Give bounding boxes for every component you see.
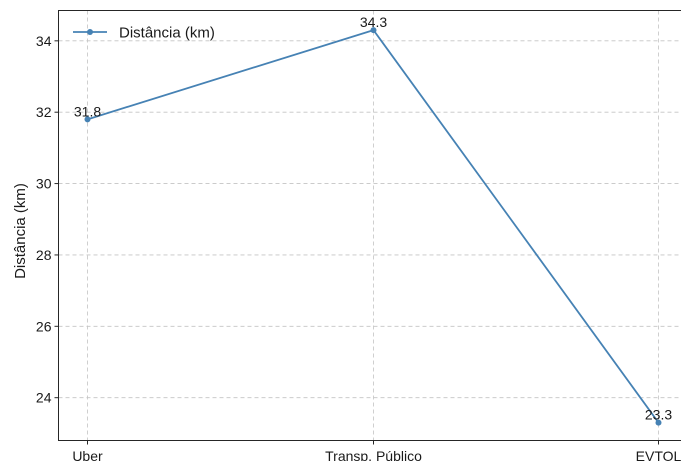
legend-label: Distância (km) bbox=[119, 25, 215, 42]
data-label: 31.8 bbox=[74, 103, 101, 119]
legend-marker-swatch bbox=[87, 29, 93, 35]
data-point bbox=[655, 419, 662, 426]
y-axis: 24 26 28 30 32 34 bbox=[36, 33, 59, 406]
plot-frame bbox=[58, 10, 681, 441]
y-tick-label: 30 bbox=[36, 176, 52, 192]
legend: Distância (km) bbox=[73, 25, 215, 42]
data-label: 23.3 bbox=[645, 407, 672, 423]
grid-layer bbox=[58, 10, 681, 441]
y-tick-label: 28 bbox=[36, 247, 52, 263]
x-tick-label: Transp. Público bbox=[325, 448, 422, 461]
y-tick-label: 24 bbox=[36, 390, 52, 406]
data-label: 34.3 bbox=[360, 14, 387, 30]
y-tick-label: 32 bbox=[36, 104, 52, 120]
x-tick-label: Uber bbox=[72, 448, 103, 461]
x-axis: Uber Transp. Público EVTOL bbox=[72, 440, 681, 461]
y-tick-label: 26 bbox=[36, 318, 52, 334]
y-tick-label: 34 bbox=[36, 33, 52, 49]
y-axis-label: Distância (km) bbox=[12, 183, 29, 279]
data-point bbox=[370, 27, 377, 34]
x-tick-label: EVTOL bbox=[636, 448, 681, 461]
data-point bbox=[84, 116, 91, 123]
series-layer: 31.8 34.3 23.3 bbox=[74, 14, 672, 426]
series-line bbox=[87, 29, 660, 424]
